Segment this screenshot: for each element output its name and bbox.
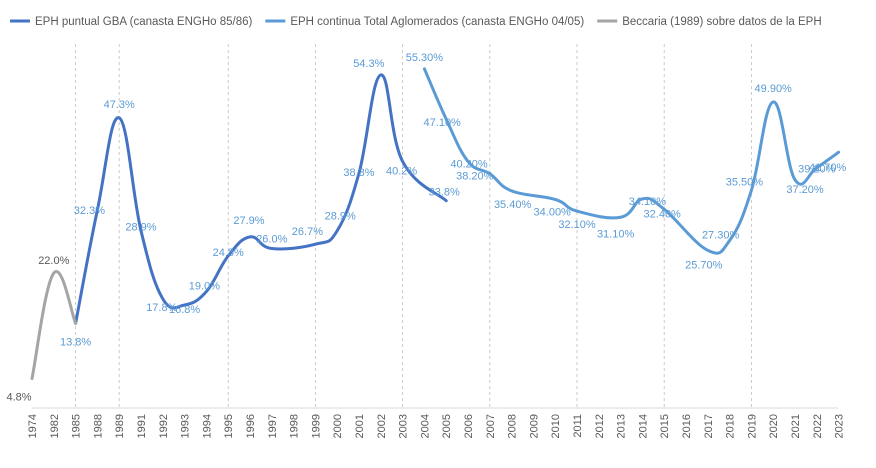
x-tick-2018: 2018 <box>725 414 737 438</box>
x-tick-2014: 2014 <box>637 414 649 438</box>
x-tick-1998: 1998 <box>289 414 301 438</box>
x-tick-2003: 2003 <box>398 414 410 438</box>
series-lines <box>30 67 841 381</box>
x-tick-1989: 1989 <box>114 414 126 438</box>
x-tick-2023: 2023 <box>834 414 846 438</box>
data-label-eph-puntual-2005: 33.8% <box>429 187 460 199</box>
x-tick-2002: 2002 <box>376 414 388 438</box>
x-tick-2017: 2017 <box>703 414 715 438</box>
legend-label-eph-puntual: EPH puntual GBA (canasta ENGHo 85/86) <box>35 16 253 28</box>
data-label-eph-puntual-1992: 17.8% <box>146 302 177 314</box>
data-label-eph-continua-2007: 38.20% <box>456 171 494 183</box>
data-label-eph-puntual-1993: 16.8% <box>169 304 200 316</box>
x-tick-2016: 2016 <box>681 414 693 438</box>
x-tick-2000: 2000 <box>332 414 344 438</box>
x-tick-2001: 2001 <box>354 414 366 438</box>
series-line-beccaria <box>30 270 78 381</box>
series-line-eph-puntual <box>74 73 448 325</box>
x-tick-1985: 1985 <box>71 414 83 438</box>
data-label-eph-puntual-1997: 26.0% <box>256 234 287 246</box>
x-tick-2019: 2019 <box>746 414 758 438</box>
x-tick-1988: 1988 <box>92 414 104 438</box>
data-label-eph-puntual-1985: 13.8% <box>60 336 91 348</box>
vertical-gridlines <box>75 44 752 408</box>
data-label-eph-puntual-1991: 28.9% <box>125 222 156 234</box>
data-label-eph-continua-2015: 32.40% <box>644 208 682 220</box>
series-line-eph-continua <box>422 67 841 255</box>
x-tick-2005: 2005 <box>441 414 453 438</box>
x-tick-labels: 1974 1982 1985 1988 1989 1991 1992 1993 1994 1995… <box>27 414 846 438</box>
data-label-eph-continua-2006: 40.20% <box>450 158 488 170</box>
data-label-eph-continua-2022: 39.20% <box>798 164 836 176</box>
data-label-eph-continua-2008: 35.40% <box>494 199 532 211</box>
data-label-eph-continua-2023: 41.70% <box>809 162 847 174</box>
x-tick-2006: 2006 <box>463 414 475 438</box>
data-label-beccaria-1974: 4.8% <box>6 392 31 404</box>
x-tick-2012: 2012 <box>594 414 606 438</box>
data-label-eph-continua-2021: 37.20% <box>786 184 824 196</box>
data-label-eph-continua-2018: 27.30% <box>702 230 740 242</box>
data-label-eph-continua-2017: 25.70% <box>685 259 723 271</box>
data-label-eph-continua-2019: 35.50% <box>726 176 764 188</box>
data-label-eph-continua-2005: 47.10% <box>424 117 462 129</box>
x-tick-1996: 1996 <box>245 414 257 438</box>
data-label-eph-puntual-1994: 19.0% <box>189 280 220 292</box>
data-label-eph-puntual-1988: 32.3% <box>74 205 105 217</box>
data-label-eph-continua-2010: 34.00% <box>534 206 572 218</box>
legend-label-eph-continua: EPH continua Total Aglomerados (canasta … <box>290 16 584 28</box>
data-label-eph-continua-2020: 49.90% <box>755 83 793 95</box>
data-label-eph-puntual-2003: 40.2% <box>386 165 417 177</box>
data-label-eph-continua-2013: 31.10% <box>597 228 635 240</box>
x-tick-2010: 2010 <box>550 414 562 438</box>
data-labels: 13.8% 32.3% 47.3% 28.9% 17.8%16.8% 19.0% 24.8%… <box>6 52 846 404</box>
x-tick-2013: 2013 <box>616 414 628 438</box>
x-tick-1993: 1993 <box>180 414 192 438</box>
x-tick-2004: 2004 <box>419 414 431 438</box>
data-label-beccaria-1982: 22.0% <box>38 255 69 267</box>
x-tick-1992: 1992 <box>158 414 170 438</box>
data-label-eph-puntual-1999: 26.7% <box>292 226 323 238</box>
data-label-eph-puntual-2002: 54.3% <box>353 58 384 70</box>
x-tick-2008: 2008 <box>507 414 519 438</box>
data-label-eph-puntual-2000: 28.9% <box>325 211 356 223</box>
x-tick-2011: 2011 <box>572 414 584 438</box>
data-label-eph-puntual-1996: 27.9% <box>233 215 264 227</box>
x-tick-2009: 2009 <box>528 414 540 438</box>
x-tick-1994: 1994 <box>201 414 213 438</box>
data-label-eph-continua-2014: 34.10% <box>629 196 667 208</box>
x-tick-2015: 2015 <box>659 414 671 438</box>
x-tick-2020: 2020 <box>768 414 780 438</box>
x-tick-1974: 1974 <box>27 414 39 438</box>
x-tick-2007: 2007 <box>485 414 497 438</box>
x-tick-1995: 1995 <box>223 414 235 438</box>
data-label-eph-puntual-1995: 24.8% <box>213 247 244 259</box>
x-tick-1982: 1982 <box>49 414 61 438</box>
data-label-eph-puntual-1989: 47.3% <box>104 99 135 111</box>
x-tick-2021: 2021 <box>790 414 802 438</box>
x-tick-1991: 1991 <box>136 414 148 438</box>
legend-label-beccaria: Beccaria (1989) sobre datos de la EPH <box>622 16 821 28</box>
x-tick-1997: 1997 <box>267 414 279 438</box>
data-label-eph-continua-2011: 32.10% <box>558 219 596 231</box>
data-label-eph-puntual-2001: 38.3% <box>343 167 374 179</box>
x-tick-1999: 1999 <box>310 414 322 438</box>
legend: EPH puntual GBA (canasta ENGHo 85/86) EPH… <box>10 16 822 28</box>
data-label-eph-continua-2004: 55.30% <box>406 52 444 64</box>
x-tick-2022: 2022 <box>812 414 824 438</box>
